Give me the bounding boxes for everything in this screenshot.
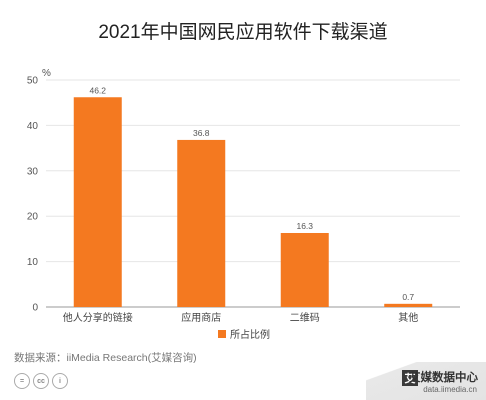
x-tick-label: 他人分享的链接 <box>63 311 133 324</box>
brand-logo-icon: 艾 <box>402 370 418 386</box>
data-label: 16.3 <box>296 221 313 231</box>
bar <box>177 139 226 307</box>
legend-swatch <box>218 330 226 338</box>
cc-nd-icon: = <box>14 373 30 389</box>
y-tick-labels: 0 10 20 30 40 50 <box>27 76 39 314</box>
legend-label: 所占比例 <box>230 328 270 341</box>
cc-by-icon: i <box>52 373 68 389</box>
bar <box>73 97 122 307</box>
brand-band <box>366 362 486 400</box>
y-tick-label: 40 <box>27 121 39 132</box>
bar <box>280 232 329 307</box>
data-source: 数据来源：iiMedia Research(艾媒咨询) <box>14 352 197 364</box>
y-tick-label: 20 <box>27 212 39 223</box>
y-tick-label: 0 <box>32 303 38 314</box>
y-tick-label: 50 <box>27 76 39 87</box>
data-label: 36.8 <box>193 128 210 138</box>
brand-url: data.iimedia.cn <box>423 385 477 394</box>
bars <box>73 97 433 307</box>
y-tick-label: 30 <box>27 166 39 177</box>
data-labels: 46.2 36.8 16.3 0.7 <box>89 85 414 302</box>
x-tick-label: 二维码 <box>290 311 320 324</box>
data-label: 46.2 <box>89 85 106 95</box>
chart-title: 2021年中国网民应用软件下载渠道 <box>98 21 387 43</box>
data-label: 0.7 <box>402 292 414 302</box>
cc-logo-icon: cc <box>33 373 49 389</box>
x-tick-labels: 他人分享的链接 应用商店 二维码 其他 <box>63 311 419 324</box>
bar <box>384 303 433 307</box>
license-icons: = cc i <box>14 373 68 389</box>
x-tick-label: 应用商店 <box>181 311 221 324</box>
legend: 所占比例 <box>218 328 270 341</box>
y-axis-unit: % <box>42 68 51 79</box>
brand-name: 艾媒数据中心 <box>409 372 478 384</box>
x-tick-label: 其他 <box>398 311 418 324</box>
y-tick-label: 10 <box>27 257 39 268</box>
